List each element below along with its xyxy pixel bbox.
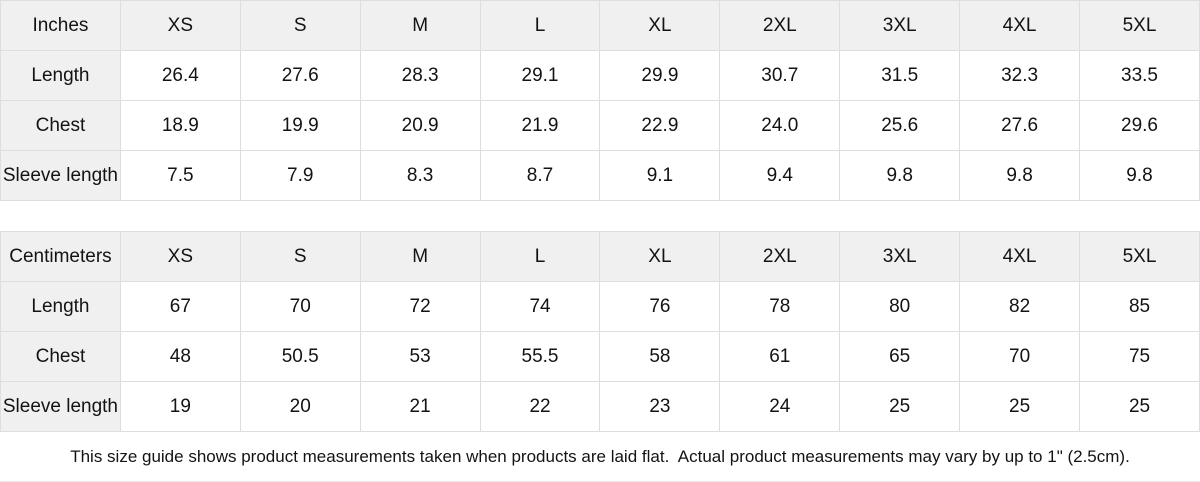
measurement-value-cell: 65	[839, 331, 961, 382]
inches-table: Inches XS S M L XL 2XL 3XL 4XL 5XL Lengt…	[0, 0, 1200, 201]
centimeters-table: Centimeters XS S M L XL 2XL 3XL 4XL 5XL …	[0, 231, 1200, 432]
measurement-value-cell: 29.6	[1079, 100, 1200, 151]
measurement-row-label: Chest	[0, 100, 121, 151]
measurement-value-cell: 78	[719, 281, 841, 332]
size-column-header: XS	[119, 0, 241, 51]
table-gap	[0, 201, 1200, 231]
size-column-header: L	[479, 231, 601, 282]
size-column-header: M	[359, 0, 481, 51]
measurement-value-cell: 27.6	[239, 50, 361, 101]
measurement-value-cell: 80	[839, 281, 961, 332]
measurement-value-cell: 67	[119, 281, 241, 332]
measurement-value-cell: 22	[479, 381, 601, 432]
measurement-value-cell: 23	[599, 381, 721, 432]
size-column-header: M	[359, 231, 481, 282]
measurement-value-cell: 9.8	[959, 150, 1081, 201]
measurement-value-cell: 50.5	[239, 331, 361, 382]
measurement-value-cell: 33.5	[1079, 50, 1200, 101]
measurement-value-cell: 25	[959, 381, 1081, 432]
measurement-value-cell: 25.6	[839, 100, 961, 151]
measurement-value-cell: 31.5	[839, 50, 961, 101]
size-guide-note: This size guide shows product measuremen…	[0, 432, 1200, 482]
measurement-value-cell: 27.6	[959, 100, 1081, 151]
measurement-row-label: Sleeve length	[0, 381, 121, 432]
measurement-row-label: Length	[0, 281, 121, 332]
measurement-row-label: Chest	[0, 331, 121, 382]
measurement-value-cell: 28.3	[359, 50, 481, 101]
size-column-header: 4XL	[959, 231, 1081, 282]
unit-header-inches: Inches	[0, 0, 121, 51]
unit-header-centimeters: Centimeters	[0, 231, 121, 282]
measurement-value-cell: 8.3	[359, 150, 481, 201]
measurement-value-cell: 24	[719, 381, 841, 432]
measurement-value-cell: 19	[119, 381, 241, 432]
measurement-value-cell: 26.4	[119, 50, 241, 101]
measurement-value-cell: 9.4	[719, 150, 841, 201]
measurement-value-cell: 21.9	[479, 100, 601, 151]
measurement-value-cell: 74	[479, 281, 601, 332]
table-row: Chest 18.9 19.9 20.9 21.9 22.9 24.0 25.6…	[0, 100, 1200, 151]
measurement-value-cell: 75	[1079, 331, 1200, 382]
size-column-header: 2XL	[719, 231, 841, 282]
table-row: Sleeve length 19 20 21 22 23 24 25 25 25	[0, 381, 1200, 432]
measurement-value-cell: 25	[839, 381, 961, 432]
measurement-row-label: Length	[0, 50, 121, 101]
measurement-value-cell: 53	[359, 331, 481, 382]
size-column-header: 2XL	[719, 0, 841, 51]
size-column-header: 3XL	[839, 0, 961, 51]
size-column-header: 3XL	[839, 231, 961, 282]
size-column-header: 4XL	[959, 0, 1081, 51]
measurement-value-cell: 61	[719, 331, 841, 382]
measurement-value-cell: 7.5	[119, 150, 241, 201]
table-row: Chest 48 50.5 53 55.5 58 61 65 70 75	[0, 331, 1200, 382]
measurement-value-cell: 72	[359, 281, 481, 332]
measurement-value-cell: 9.8	[1079, 150, 1200, 201]
size-column-header: XS	[119, 231, 241, 282]
size-column-header: S	[239, 0, 361, 51]
size-column-header: S	[239, 231, 361, 282]
measurement-row-label: Sleeve length	[0, 150, 121, 201]
measurement-value-cell: 18.9	[119, 100, 241, 151]
measurement-value-cell: 21	[359, 381, 481, 432]
measurement-value-cell: 29.9	[599, 50, 721, 101]
size-column-header: 5XL	[1079, 231, 1200, 282]
measurement-value-cell: 32.3	[959, 50, 1081, 101]
measurement-value-cell: 29.1	[479, 50, 601, 101]
measurement-value-cell: 9.8	[839, 150, 961, 201]
measurement-value-cell: 20.9	[359, 100, 481, 151]
measurement-value-cell: 58	[599, 331, 721, 382]
table-row: Length 26.4 27.6 28.3 29.1 29.9 30.7 31.…	[0, 50, 1200, 101]
measurement-value-cell: 30.7	[719, 50, 841, 101]
centimeters-header-row: Centimeters XS S M L XL 2XL 3XL 4XL 5XL	[0, 231, 1200, 282]
size-column-header: XL	[599, 0, 721, 51]
measurement-value-cell: 19.9	[239, 100, 361, 151]
measurement-value-cell: 7.9	[239, 150, 361, 201]
measurement-value-cell: 82	[959, 281, 1081, 332]
measurement-value-cell: 48	[119, 331, 241, 382]
measurement-value-cell: 70	[239, 281, 361, 332]
measurement-value-cell: 25	[1079, 381, 1200, 432]
measurement-value-cell: 70	[959, 331, 1081, 382]
size-column-header: L	[479, 0, 601, 51]
measurement-value-cell: 22.9	[599, 100, 721, 151]
measurement-value-cell: 24.0	[719, 100, 841, 151]
measurement-value-cell: 55.5	[479, 331, 601, 382]
size-column-header: XL	[599, 231, 721, 282]
measurement-value-cell: 85	[1079, 281, 1200, 332]
measurement-value-cell: 8.7	[479, 150, 601, 201]
size-column-header: 5XL	[1079, 0, 1200, 51]
measurement-value-cell: 20	[239, 381, 361, 432]
inches-header-row: Inches XS S M L XL 2XL 3XL 4XL 5XL	[0, 0, 1200, 51]
measurement-value-cell: 76	[599, 281, 721, 332]
measurement-value-cell: 9.1	[599, 150, 721, 201]
table-row: Length 67 70 72 74 76 78 80 82 85	[0, 281, 1200, 332]
table-row: Sleeve length 7.5 7.9 8.3 8.7 9.1 9.4 9.…	[0, 150, 1200, 201]
